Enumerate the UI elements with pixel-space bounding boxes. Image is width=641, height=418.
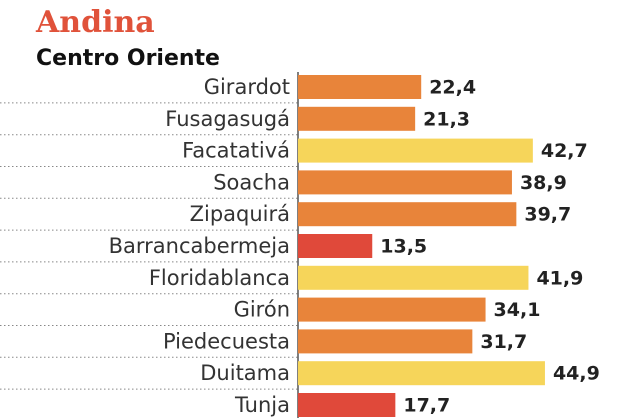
value-label: 44,9 <box>553 363 600 385</box>
value-label: 31,7 <box>480 331 527 353</box>
value-label: 41,9 <box>536 267 583 289</box>
bar <box>298 170 512 195</box>
bar <box>298 75 422 99</box>
chart-subtitle: Centro Oriente <box>36 46 220 71</box>
bar <box>298 234 373 258</box>
category-label: Girón <box>234 298 290 322</box>
bar <box>298 202 517 227</box>
bar <box>298 265 529 290</box>
category-label: Facatativá <box>182 139 290 163</box>
value-label: 38,9 <box>520 172 567 194</box>
value-label: 22,4 <box>429 77 476 99</box>
chart-title: Andina <box>35 5 155 40</box>
bar <box>298 361 545 386</box>
value-label: 13,5 <box>380 236 427 258</box>
bar <box>298 138 533 163</box>
value-label: 39,7 <box>524 204 571 226</box>
value-label: 17,7 <box>403 395 450 417</box>
category-label: Tunja <box>234 393 290 417</box>
bar <box>298 393 396 417</box>
bar <box>298 297 486 322</box>
category-label: Floridablanca <box>149 266 290 290</box>
category-label: Fusagasugá <box>165 107 290 131</box>
bar <box>298 106 416 131</box>
category-label: Zipaquirá <box>190 202 290 226</box>
value-label: 42,7 <box>541 140 588 162</box>
category-label: Girardot <box>204 75 290 99</box>
value-label: 21,3 <box>423 108 470 130</box>
category-label: Soacha <box>213 170 290 194</box>
category-label: Duitama <box>200 361 290 385</box>
value-label: 34,1 <box>494 299 541 321</box>
category-label: Piedecuesta <box>163 329 290 353</box>
bar <box>298 329 473 354</box>
category-label: Barrancabermeja <box>109 234 290 258</box>
